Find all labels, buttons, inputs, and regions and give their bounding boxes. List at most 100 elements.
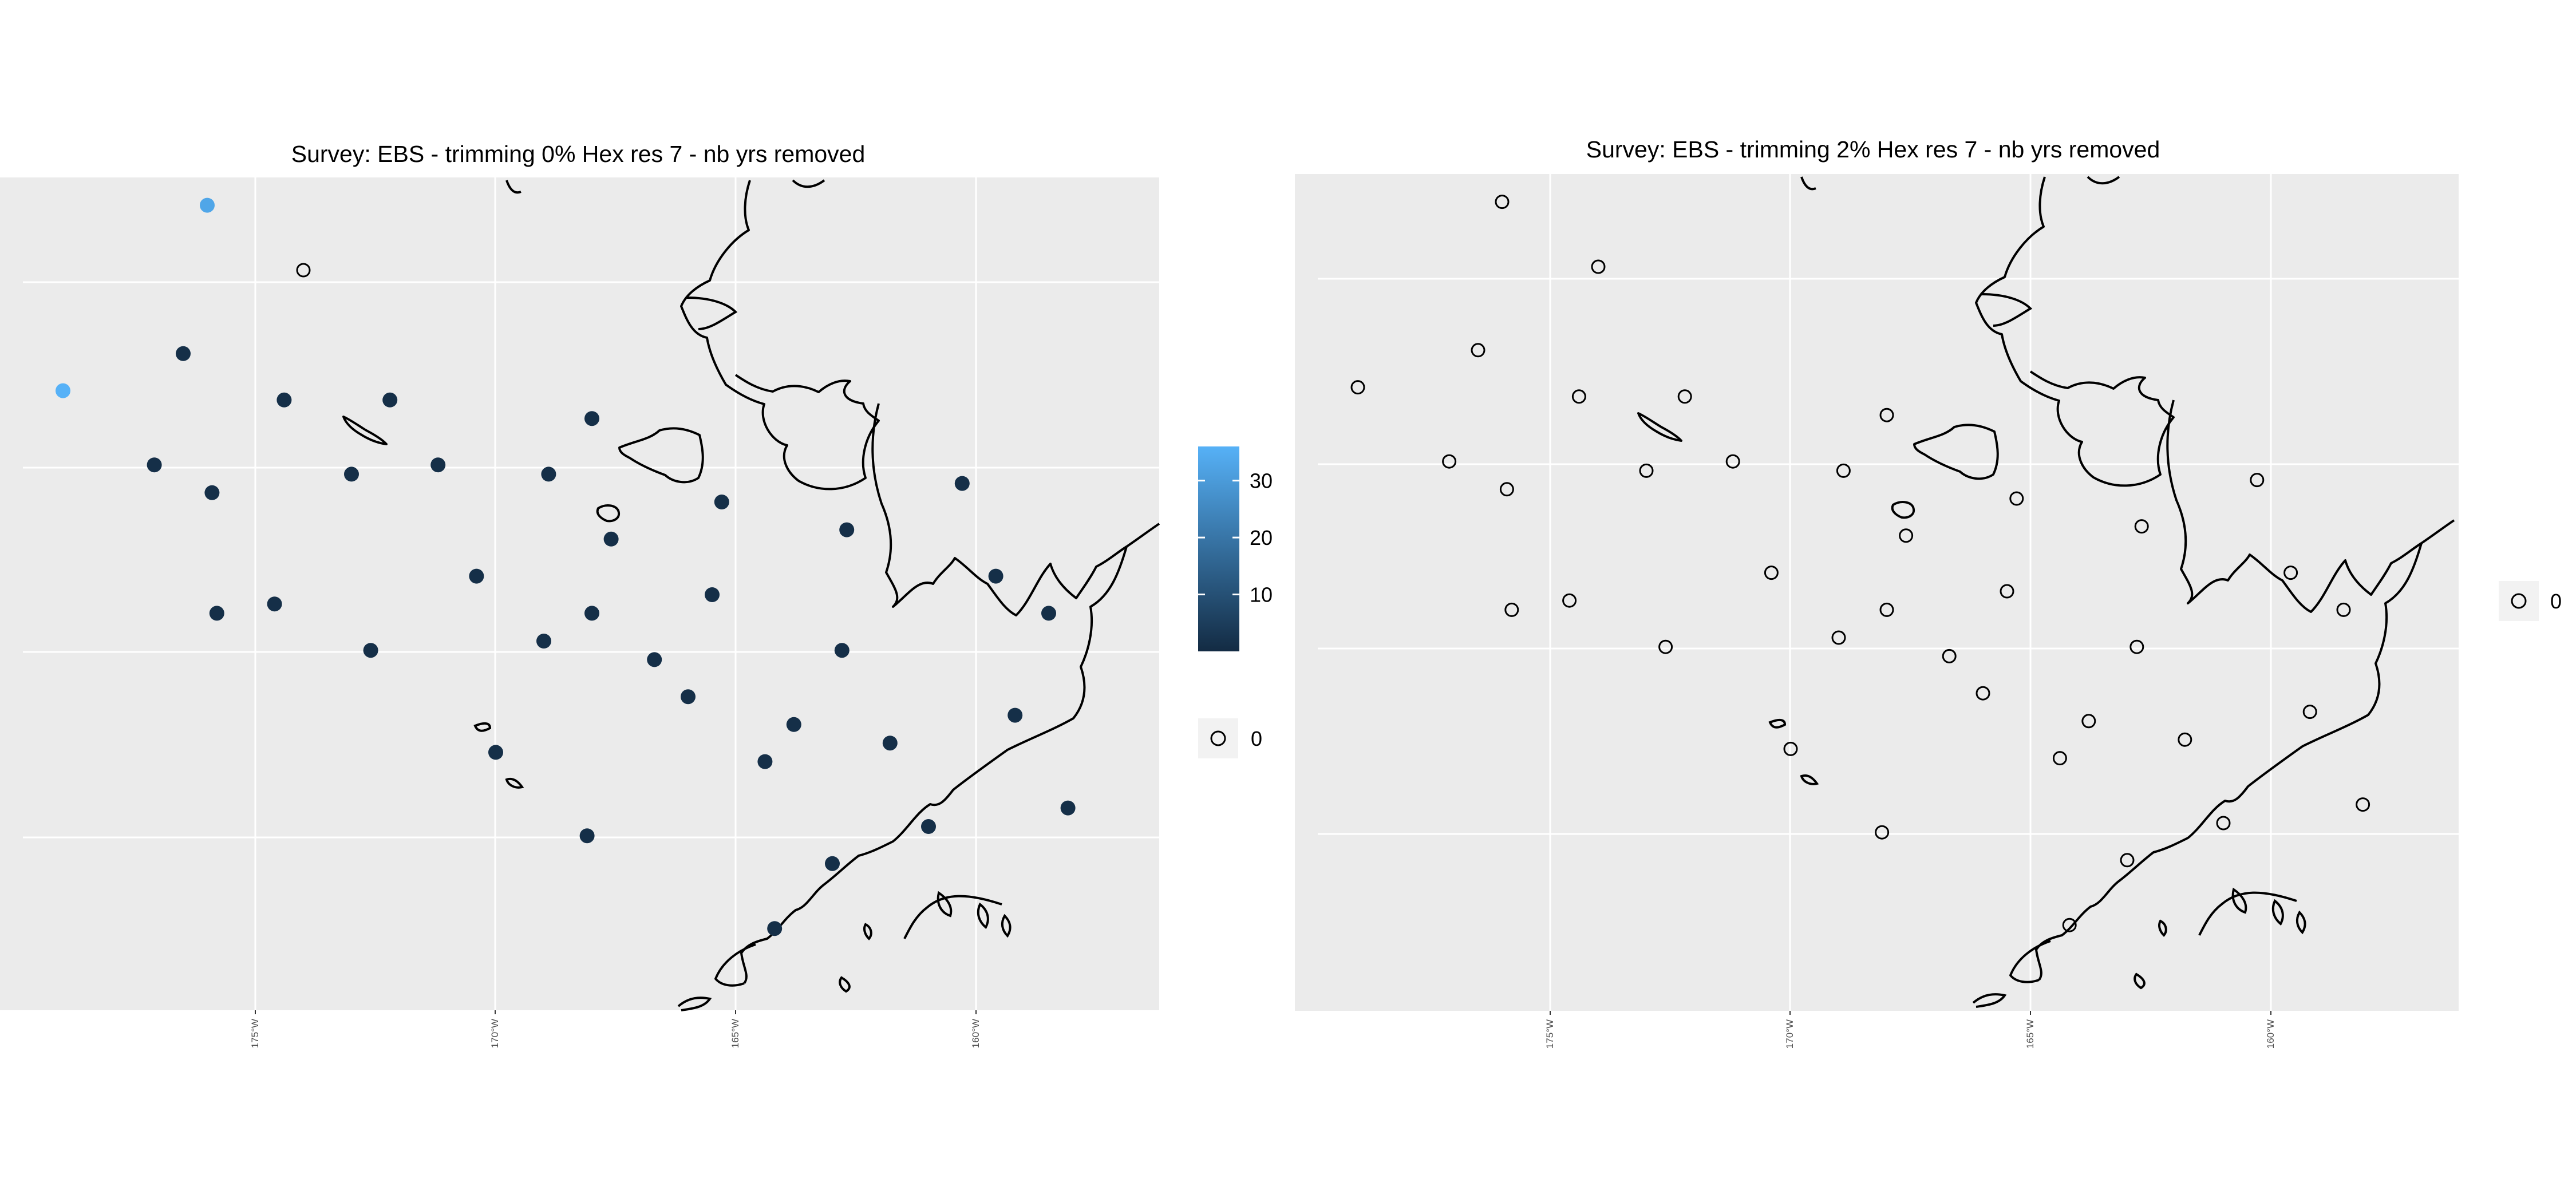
survey-point (1783, 741, 1798, 756)
survey-point (2062, 918, 2077, 932)
survey-point (1499, 482, 1514, 497)
panel-title: Survey: EBS - trimming 2% Hex res 7 - nb… (1586, 136, 2160, 163)
survey-point (681, 689, 696, 705)
survey-point (954, 476, 970, 491)
legend-key (2499, 581, 2539, 621)
legend-key (1198, 718, 1238, 758)
survey-point (647, 652, 662, 667)
survey-point (56, 383, 70, 398)
survey-point (786, 717, 801, 732)
survey-point (714, 495, 729, 509)
x-axis-ticks: 175°W 170°W 165°W 160°W (1544, 1011, 2276, 1049)
survey-point (882, 736, 898, 751)
survey-point (757, 754, 773, 769)
survey-point (1942, 649, 1957, 663)
survey-point (1562, 593, 1577, 608)
survey-point (541, 466, 556, 482)
survey-point (1471, 343, 1485, 358)
survey-point (1677, 389, 1692, 404)
survey-point (1041, 606, 1056, 621)
survey-point (1831, 630, 1846, 645)
survey-point (584, 606, 599, 621)
survey-point (488, 745, 503, 760)
survey-point (1008, 707, 1023, 723)
survey-point (2134, 519, 2149, 534)
legend-open-circle-icon (1210, 730, 1226, 746)
survey-point (382, 392, 398, 408)
survey-point (1836, 463, 1851, 478)
x-tick-label: 165°W (730, 1019, 741, 1048)
survey-points (1350, 195, 2370, 932)
survey-point (536, 634, 551, 649)
colorbar (1198, 446, 1239, 651)
colorbar-tick-label: 10 (1250, 583, 1273, 607)
survey-point (2000, 584, 2014, 599)
x-tick-label: 170°W (489, 1019, 500, 1048)
survey-point (839, 522, 855, 537)
survey-point (1504, 602, 1519, 617)
survey-point (2009, 491, 2024, 506)
survey-point (1879, 602, 1894, 617)
survey-point (1639, 463, 1654, 478)
survey-point (209, 606, 224, 621)
survey-point (2250, 473, 2265, 488)
plot-background (1295, 174, 2459, 1011)
survey-point (147, 457, 162, 473)
gridlines (23, 177, 1159, 1010)
survey-point (2129, 639, 2144, 654)
survey-point (1495, 195, 1510, 209)
survey-point (2356, 797, 2370, 812)
survey-point (2052, 751, 2067, 766)
survey-point (204, 485, 220, 500)
colorbar-tick-label: 20 (1250, 526, 1273, 549)
survey-point (1658, 639, 1673, 654)
survey-point (1875, 825, 1890, 840)
x-axis-ticks: 175°W 170°W 165°W 160°W (250, 1010, 981, 1048)
legend-open-circle-icon (2511, 593, 2527, 609)
survey-point (1591, 259, 1606, 274)
survey-point (296, 263, 311, 278)
survey-point (267, 596, 282, 612)
colorbar-legend: 10 20 30 (1198, 446, 1273, 651)
zero-legend: 0 (2499, 581, 2562, 621)
legend-zero-label: 0 (2550, 590, 2562, 613)
survey-point (430, 457, 446, 473)
survey-point (2178, 732, 2192, 747)
map-panel-right: Survey: EBS - trimming 2% Hex res 7 - nb… (1295, 136, 2562, 1049)
survey-point (276, 392, 292, 408)
panel-title: Survey: EBS - trimming 0% Hex res 7 - nb… (291, 141, 866, 167)
survey-point (1879, 408, 1894, 422)
x-tick-label: 160°W (2265, 1019, 2276, 1049)
survey-point (2283, 566, 2298, 580)
survey-point (176, 346, 191, 361)
survey-point (579, 828, 595, 844)
survey-point (2302, 705, 2317, 719)
map-panel-left: Survey: EBS - trimming 0% Hex res 7 - nb… (0, 141, 1273, 1048)
survey-point (2216, 816, 2231, 831)
x-tick-label: 170°W (1784, 1019, 1795, 1049)
survey-point (705, 587, 720, 602)
survey-point (1899, 528, 1914, 543)
x-tick-label: 160°W (970, 1019, 981, 1048)
legend-zero-label: 0 (1251, 727, 1262, 750)
x-tick-label: 165°W (2025, 1019, 2036, 1049)
survey-point (2336, 602, 2351, 617)
survey-point (1571, 389, 1586, 404)
survey-point (584, 411, 599, 426)
survey-point (825, 856, 840, 871)
survey-point (2081, 714, 2096, 729)
survey-point (921, 819, 936, 834)
plot-background (0, 177, 1159, 1010)
survey-point (200, 197, 215, 213)
survey-point (363, 643, 378, 658)
survey-point (2120, 853, 2135, 868)
survey-point (344, 466, 359, 482)
survey-point (469, 568, 484, 584)
survey-point (1976, 686, 1990, 701)
survey-point (1725, 454, 1740, 469)
x-tick-label: 175°W (1544, 1019, 1555, 1049)
survey-point (767, 921, 783, 936)
survey-point (834, 643, 850, 658)
survey-point (1764, 566, 1779, 580)
